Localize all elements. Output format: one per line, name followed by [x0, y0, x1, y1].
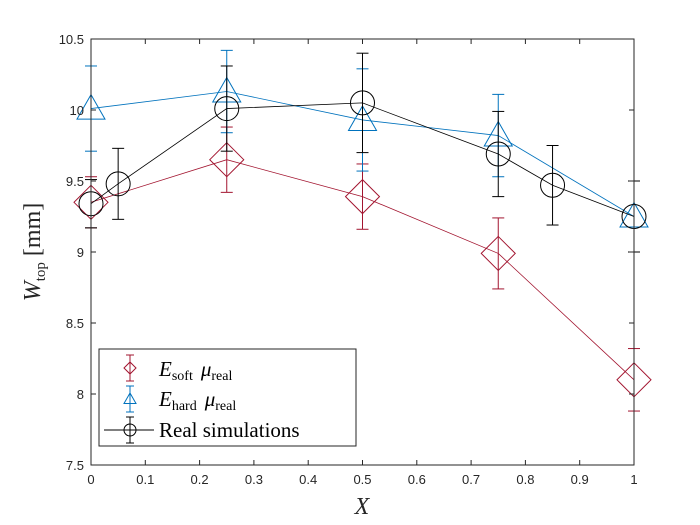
x-tick-label: 0.8: [516, 472, 534, 487]
data-point-circle: [485, 141, 511, 167]
x-tick-label: 0.4: [299, 472, 317, 487]
legend-marker-diamond: [123, 361, 137, 375]
y-tick-label: 10.5: [59, 32, 84, 47]
y-axis-label-unit: [mm]: [20, 203, 46, 256]
legend-soft-mu-sub: real: [211, 369, 232, 384]
legend-marker-triangle: [123, 391, 137, 404]
y-axis-label: Wtop [mm]: [20, 203, 49, 302]
legend-entry-real: Real simulations: [159, 418, 300, 442]
legend-entry-soft: Esoft μreal: [158, 357, 232, 384]
legend: Esoft μreal Ehard μreal Real simulations: [98, 348, 357, 447]
y-tick-label: 8.5: [66, 316, 84, 331]
data-point-diamond: [344, 178, 381, 215]
series-diamond: [73, 126, 652, 412]
x-tick-label: 0.9: [571, 472, 589, 487]
y-tick-label: 10: [70, 103, 84, 118]
legend-hard-mu: μ: [204, 387, 216, 411]
legend-hard-sub: hard: [172, 399, 197, 414]
data-point-circle: [105, 171, 131, 197]
legend-hard-main: E: [158, 387, 172, 411]
data-point-diamond: [480, 235, 516, 272]
legend-soft-main: E: [158, 357, 172, 381]
legend-entry-hard: Ehard μreal: [158, 387, 236, 414]
legend-markers: [104, 354, 154, 444]
legend-soft-mu: μ: [200, 357, 212, 381]
x-tick-label: 0.1: [136, 472, 154, 487]
y-axis-label-main: W: [20, 279, 46, 301]
y-tick-label: 7.5: [66, 458, 84, 473]
y-tick-label: 9: [77, 245, 84, 260]
data-point-circle: [540, 172, 566, 198]
x-tick-label: 1: [630, 472, 637, 487]
axis-ticks: 0 0.1 0.2 0.3 0.4 0.5 0.6 0.7 0.8 0.9 1 7.5 8 8.5 9 9.5…: [59, 32, 638, 487]
legend-marker-circle: [123, 423, 137, 437]
data-point-diamond: [209, 141, 245, 178]
data-point-circle: [214, 96, 240, 122]
data-point-circle: [350, 90, 375, 116]
x-tick-label: 0: [87, 472, 94, 487]
x-tick-label: 0.3: [245, 472, 263, 487]
legend-hard-mu-sub: real: [215, 399, 236, 414]
x-tick-label: 0.6: [408, 472, 426, 487]
x-axis-label: X: [354, 494, 371, 520]
x-tick-label: 0.7: [462, 472, 480, 487]
legend-soft-sub: soft: [172, 369, 193, 384]
x-tick-label: 0.2: [191, 472, 209, 487]
y-tick-label: 9.5: [66, 174, 84, 189]
x-tick-label: 0.5: [353, 472, 371, 487]
y-tick-label: 8: [77, 387, 84, 402]
y-axis-label-sub: top: [33, 262, 49, 281]
